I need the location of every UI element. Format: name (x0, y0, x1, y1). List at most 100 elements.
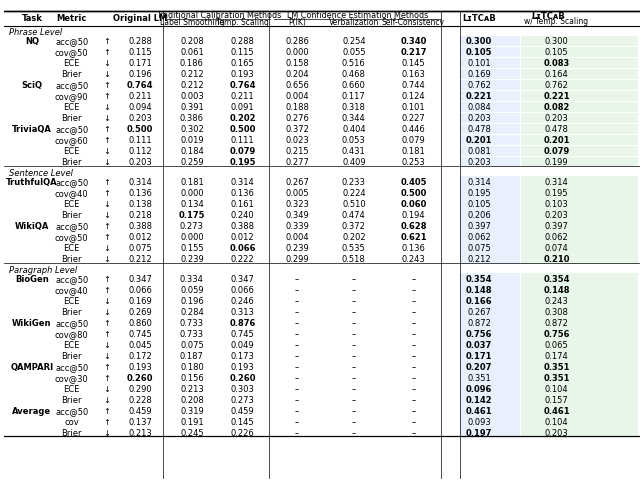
Bar (521, 177, 638, 187)
Bar (521, 102, 638, 113)
Text: 0.872: 0.872 (467, 318, 491, 327)
Text: Brier: Brier (61, 158, 82, 167)
Text: 0.079: 0.079 (230, 147, 256, 156)
Bar (521, 306, 638, 317)
Bar (521, 232, 638, 243)
Text: 0.656: 0.656 (285, 81, 309, 90)
Text: 0.323: 0.323 (285, 200, 309, 209)
Bar (460, 199, 520, 209)
Text: 0.213: 0.213 (180, 384, 204, 393)
Text: 0.105: 0.105 (467, 200, 491, 209)
Text: 0.314: 0.314 (230, 178, 255, 187)
Text: w/ Temp. Scaling: w/ Temp. Scaling (524, 18, 589, 26)
Text: 0.195: 0.195 (229, 158, 256, 167)
Bar (460, 384, 520, 394)
Text: 0.273: 0.273 (180, 222, 204, 231)
Text: 0.060: 0.060 (400, 200, 427, 209)
Bar (460, 306, 520, 317)
Text: –: – (412, 285, 415, 294)
Text: Brier: Brier (61, 395, 82, 404)
Text: –: – (295, 362, 300, 371)
Text: 0.203: 0.203 (545, 114, 568, 123)
Bar (521, 340, 638, 350)
Text: 0.756: 0.756 (543, 329, 570, 338)
Text: ↓: ↓ (103, 351, 110, 360)
Text: Metric: Metric (56, 15, 87, 23)
Text: 0.066: 0.066 (128, 285, 152, 294)
Text: 0.221: 0.221 (466, 92, 492, 101)
Text: –: – (352, 307, 356, 316)
Bar (460, 406, 520, 416)
Text: 0.339: 0.339 (285, 222, 309, 231)
Text: 0.157: 0.157 (545, 395, 568, 404)
Bar (521, 384, 638, 394)
Text: 0.156: 0.156 (180, 373, 204, 382)
Text: cov@30: cov@30 (55, 373, 88, 382)
Text: 0.136: 0.136 (128, 189, 152, 198)
Text: 0.245: 0.245 (180, 428, 204, 437)
Bar (460, 47, 520, 58)
Text: 0.203: 0.203 (545, 211, 568, 220)
Text: 0.221: 0.221 (543, 92, 570, 101)
Text: 0.142: 0.142 (466, 395, 492, 404)
Text: 0.188: 0.188 (285, 103, 309, 112)
Text: 0.186: 0.186 (180, 59, 204, 68)
Text: 0.213: 0.213 (129, 428, 152, 437)
Text: 0.405: 0.405 (400, 178, 427, 187)
Text: 0.000: 0.000 (285, 48, 309, 57)
Text: acc@50: acc@50 (55, 274, 88, 284)
Text: 0.055: 0.055 (342, 48, 365, 57)
Text: 0.104: 0.104 (545, 417, 568, 426)
Text: 0.138: 0.138 (128, 200, 152, 209)
Text: 0.319: 0.319 (180, 406, 204, 415)
Text: 0.203: 0.203 (545, 428, 568, 437)
Text: 0.165: 0.165 (230, 59, 255, 68)
Text: 0.195: 0.195 (545, 189, 568, 198)
Text: 0.314: 0.314 (545, 178, 568, 187)
Text: 0.478: 0.478 (545, 125, 568, 134)
Bar (521, 416, 638, 427)
Text: 0.115: 0.115 (231, 48, 254, 57)
Text: 0.267: 0.267 (467, 307, 491, 316)
Text: ECE: ECE (63, 384, 80, 393)
Text: 0.094: 0.094 (129, 103, 152, 112)
Text: 0.059: 0.059 (180, 285, 204, 294)
Text: QAMPARI: QAMPARI (10, 362, 54, 371)
Text: 0.175: 0.175 (179, 211, 205, 220)
Text: 0.459: 0.459 (231, 406, 254, 415)
Bar (460, 91, 520, 102)
Text: 0.158: 0.158 (285, 59, 309, 68)
Text: 0.388: 0.388 (230, 222, 255, 231)
Text: ↓: ↓ (103, 384, 110, 393)
Text: ↑: ↑ (103, 329, 110, 338)
Text: 0.354: 0.354 (466, 274, 492, 284)
Text: cov@80: cov@80 (55, 329, 88, 338)
Text: cov@40: cov@40 (55, 189, 88, 198)
Text: 0.208: 0.208 (180, 37, 204, 46)
Text: 0.211: 0.211 (129, 92, 152, 101)
Text: 0.202: 0.202 (229, 114, 256, 123)
Text: Traditional Calibration Methods: Traditional Calibration Methods (156, 12, 281, 20)
Text: 0.005: 0.005 (285, 189, 309, 198)
Text: 0.197: 0.197 (466, 428, 492, 437)
Text: –: – (295, 417, 300, 426)
Text: 0.074: 0.074 (545, 244, 568, 253)
Text: –: – (352, 318, 356, 327)
Text: 0.300: 0.300 (466, 37, 492, 46)
Text: ECE: ECE (63, 244, 80, 253)
Text: 0.194: 0.194 (402, 211, 425, 220)
Text: 0.199: 0.199 (545, 158, 568, 167)
Text: 0.155: 0.155 (180, 244, 204, 253)
Bar (521, 296, 638, 306)
Text: 0.204: 0.204 (285, 70, 309, 79)
Bar (521, 37, 638, 47)
Text: 0.203: 0.203 (467, 114, 491, 123)
Text: ↓: ↓ (103, 211, 110, 220)
Text: 0.347: 0.347 (128, 274, 152, 284)
Text: 0.212: 0.212 (180, 81, 204, 90)
Text: 0.340: 0.340 (400, 37, 427, 46)
Text: ↓: ↓ (103, 296, 110, 305)
Text: 0.314: 0.314 (129, 178, 152, 187)
Text: ↑: ↑ (103, 417, 110, 426)
Text: Self-Consistency: Self-Consistency (382, 19, 445, 27)
